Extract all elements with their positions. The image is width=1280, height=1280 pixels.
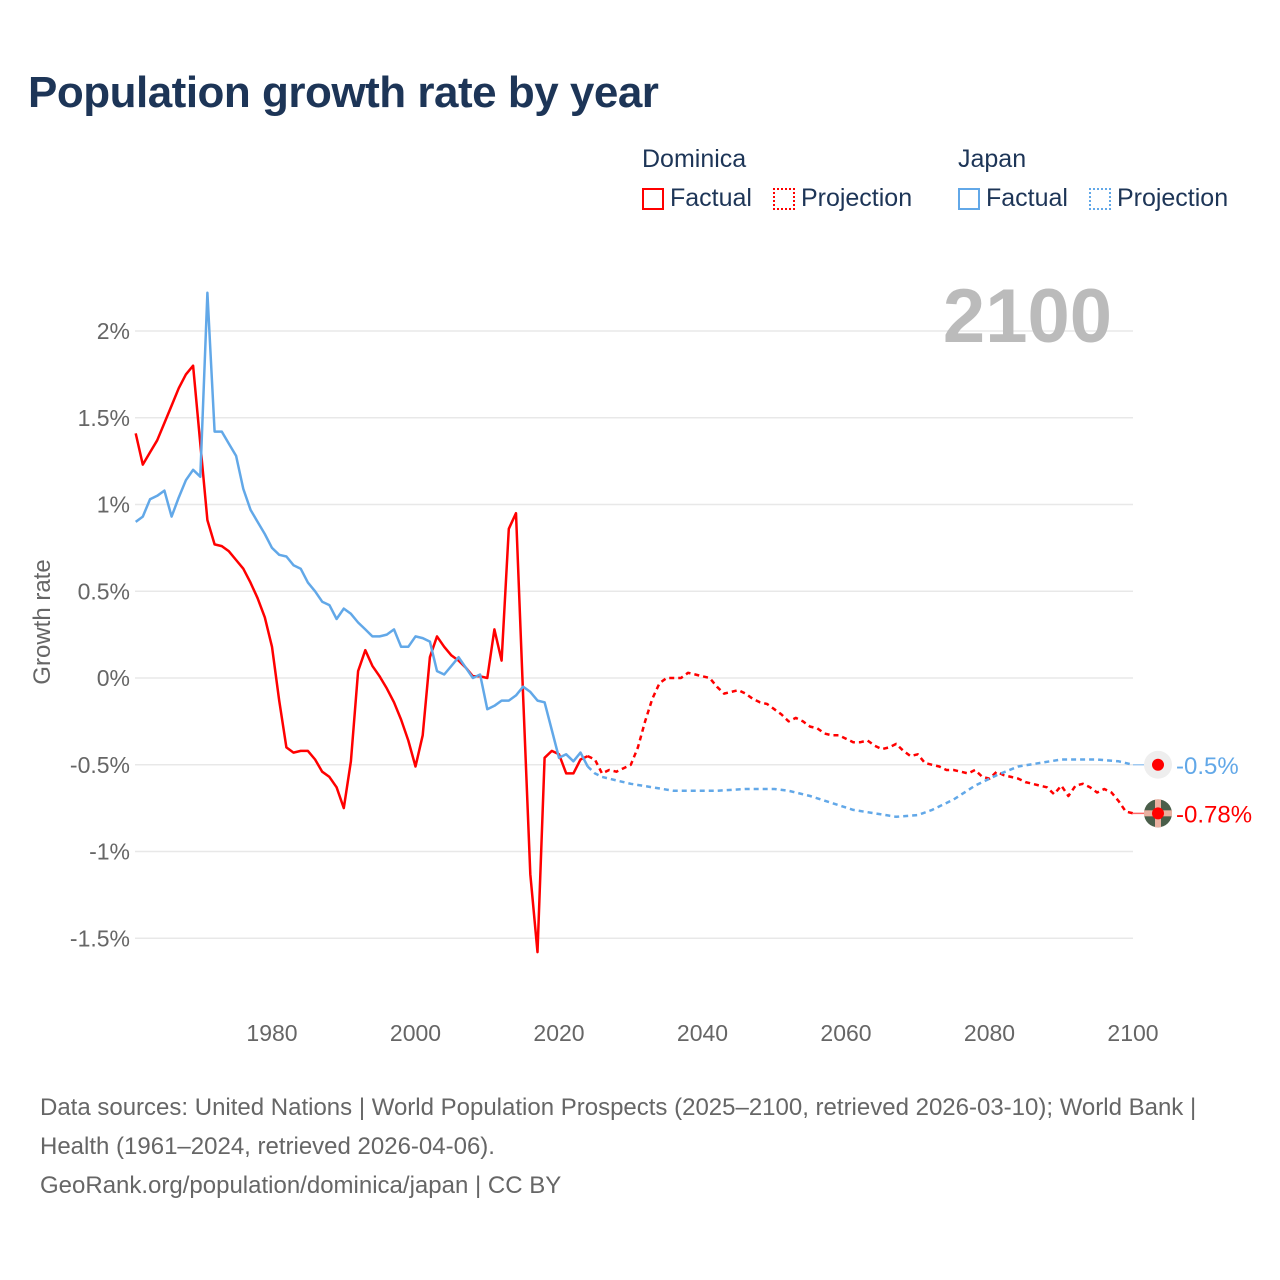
legend-japan-projection[interactable]: Projection (1088, 184, 1229, 213)
japan-projection-line (586, 758, 1134, 819)
y-tick-label: 0% (97, 665, 130, 691)
solid-swatch-icon (958, 187, 980, 210)
x-tick-label: 1980 (246, 1020, 297, 1046)
series-lines (134, 291, 1134, 954)
x-axis-ticks: 1980 2000 2020 2040 2060 2080 2100 (246, 1020, 1158, 1046)
end-value-label: -0.78% (1176, 801, 1252, 828)
x-tick-label: 2040 (677, 1020, 728, 1046)
legend-label: Projection (800, 184, 913, 212)
y-tick-label: -1.5% (70, 925, 130, 951)
legend-group-name: Dominica (642, 145, 747, 173)
y-tick-label: 2% (97, 318, 130, 344)
y-tick-label: 1.5% (78, 405, 130, 431)
solid-swatch-icon (642, 187, 664, 210)
end-value-label: -0.5% (1176, 753, 1239, 780)
data-sources: Data sources: United Nations | World Pop… (40, 1094, 1197, 1160)
dotted-swatch-icon (772, 187, 795, 210)
x-tick-label: 2000 (390, 1020, 441, 1046)
legend-dominica-factual[interactable]: Factual (642, 184, 752, 213)
current-year-label: 2100 (943, 274, 1112, 359)
dotted-swatch-icon (1088, 187, 1111, 210)
y-tick-label: 0.5% (78, 578, 130, 604)
legend-label: Projection (1116, 184, 1229, 212)
legend-dominica-projection[interactable]: Projection (772, 184, 913, 213)
flag-disc (1152, 807, 1164, 820)
x-tick-label: 2020 (533, 1020, 584, 1046)
y-axis-ticks: 2% 1.5% 1% 0.5% 0% -0.5% -1% -1.5% (70, 318, 130, 951)
legend-group-name: Japan (958, 145, 1027, 173)
legend-japan-factual[interactable]: Factual (958, 184, 1068, 213)
chart-title: Population growth rate by year (28, 68, 659, 117)
x-tick-label: 2060 (820, 1020, 871, 1046)
y-axis-label: Growth rate (29, 559, 56, 684)
y-tick-label: -0.5% (70, 752, 130, 778)
gridlines (135, 330, 1133, 939)
dominica-projection-line (587, 671, 1134, 815)
legend-label: Factual (670, 184, 752, 212)
legend-label: Factual (986, 184, 1068, 212)
y-tick-label: 1% (97, 492, 130, 518)
credit-link[interactable]: GeoRank.org/population/dominica/japan | … (40, 1172, 562, 1199)
x-tick-label: 2100 (1107, 1020, 1158, 1046)
japan-factual-line (134, 291, 589, 768)
footer: Data sources: United Nations | World Pop… (40, 1088, 1240, 1205)
legend-group-dominica: Dominica Factual Projection (642, 145, 926, 217)
y-tick-label: -1% (89, 839, 130, 865)
flag-disc (1152, 758, 1164, 771)
x-tick-label: 2080 (964, 1020, 1015, 1046)
dominica-factual-line (134, 364, 589, 954)
line-chart: 2% 1.5% 1% 0.5% 0% -0.5% -1% -1.5% 1980 2000 2020… (29, 274, 1252, 1046)
legend-group-japan: Japan Factual Projection (958, 145, 1228, 217)
end-markers: -0.5% -0.78% (1133, 750, 1252, 828)
